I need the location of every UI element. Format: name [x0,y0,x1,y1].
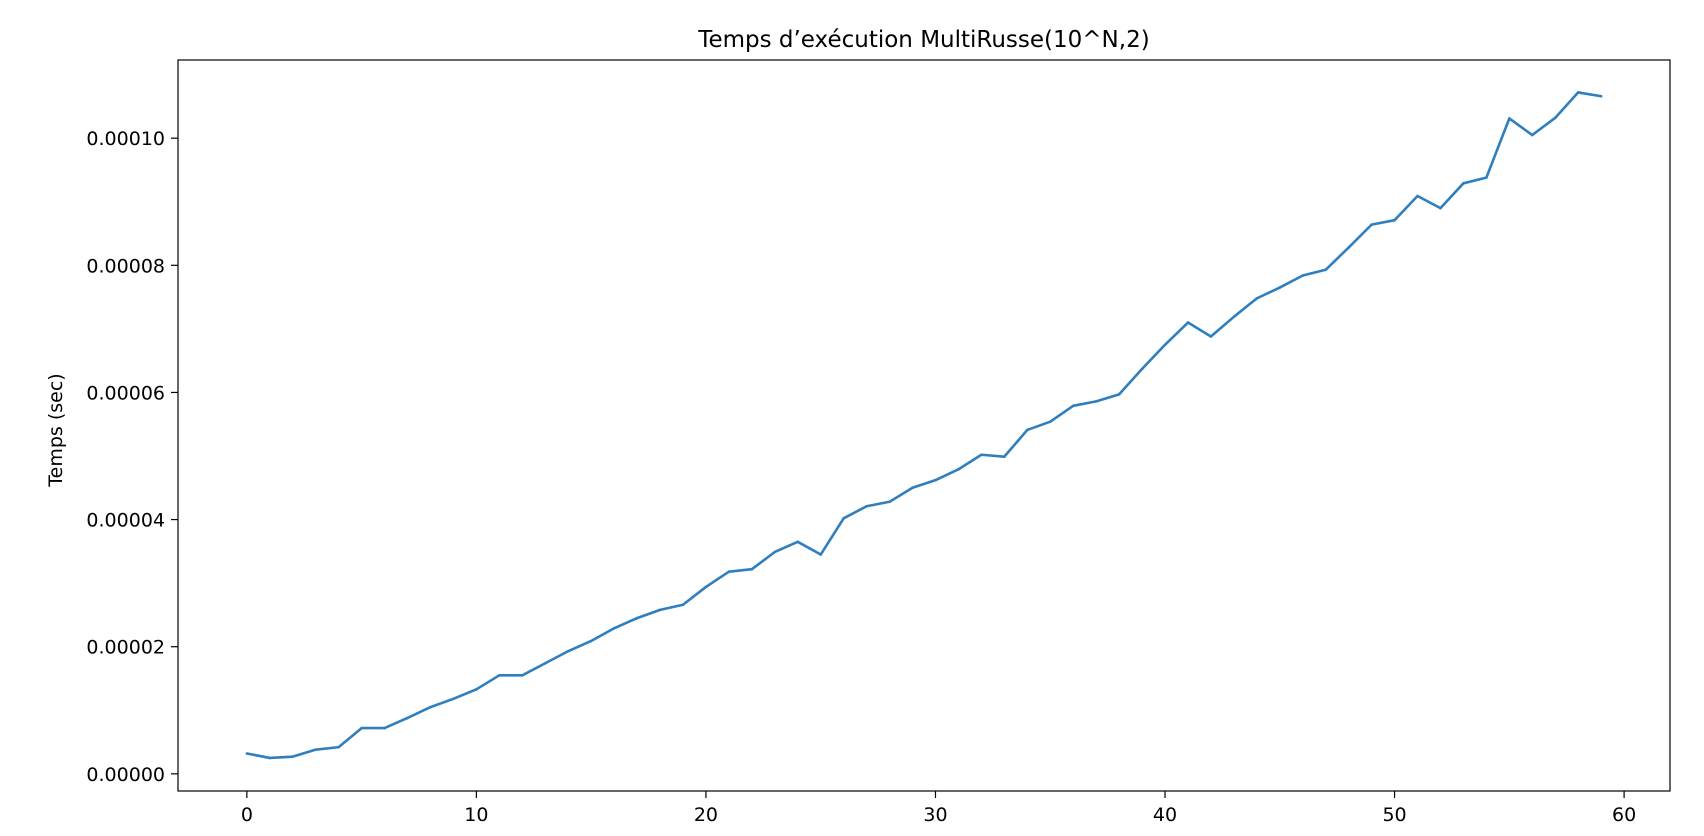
data-point [1370,223,1373,226]
data-point [1553,116,1557,120]
x-tick-label: 30 [923,804,947,826]
x-tick-label: 20 [694,804,718,826]
data-points [245,91,1603,760]
y-tick-label: 0.00006 [86,382,165,404]
data-point [1163,343,1167,347]
data-point [681,603,685,607]
data-point [1255,297,1259,300]
data-point [1025,428,1029,432]
data-point [1416,194,1419,198]
data-point [1094,400,1098,403]
data-point [1530,133,1534,137]
data-point [1393,218,1396,222]
data-point [314,748,318,751]
data-point [1117,393,1121,396]
data-point [452,697,455,701]
data-point [1485,176,1488,179]
data-point [980,453,983,457]
data-point [360,726,363,730]
x-tick-label: 40 [1153,804,1177,826]
x-tick-label: 10 [464,804,488,826]
data-point [1140,367,1144,371]
data-point [888,500,891,504]
data-point [1347,246,1350,249]
x-axis-ticks: 0 10 20 30 40 50 60 [241,791,1636,826]
data-point [245,752,249,755]
series-line [246,91,1602,760]
data-point [1599,94,1603,98]
series-layer [246,91,1602,760]
data-point [1003,455,1006,458]
data-point [1232,315,1236,319]
data-point [589,639,593,643]
data-point [957,468,960,471]
data-point [268,756,272,760]
y-axis-label: Temps (sec) [45,373,67,487]
data-point [475,688,478,691]
data-point [566,649,570,653]
data-point [1324,268,1327,272]
data-point [865,504,868,508]
data-point [543,661,547,665]
data-point [521,674,524,677]
x-tick-label: 50 [1382,804,1406,826]
data-point [1048,420,1052,423]
data-point [1439,206,1442,210]
data-point [635,616,639,620]
data-point [842,517,845,520]
data-point [612,626,616,630]
data-point [291,755,295,758]
x-tick-label: 60 [1612,804,1636,826]
data-point [1508,117,1511,120]
data-point [1462,182,1465,185]
y-tick-label: 0.00004 [86,510,165,532]
data-point [498,674,501,677]
chart-title: Temps d’exécution MultiRusse(10^N,2) [697,27,1149,53]
data-point [429,705,432,709]
data-point [1186,321,1190,324]
data-point [1576,91,1580,94]
data-point [383,726,386,730]
data-point [1209,335,1213,338]
data-point [406,716,409,720]
plot-area-frame [177,59,1671,792]
data-point [704,585,708,589]
y-tick-label: 0.00000 [86,764,165,786]
data-point [1071,404,1075,408]
data-point [819,553,823,556]
data-point [1301,274,1305,277]
x-tick-label: 0 [241,804,253,826]
data-point [337,745,340,749]
y-tick-label: 0.00010 [86,128,165,150]
data-point [658,608,662,612]
y-tick-label: 0.00008 [86,255,165,277]
data-point [1278,286,1282,289]
y-axis-ticks: 0.00000 0.00002 0.00004 0.00006 0.00008 0.000… [86,128,178,786]
data-point [934,478,937,482]
data-point [727,570,731,573]
y-tick-label: 0.00002 [86,637,165,659]
data-point [796,540,800,544]
data-point [911,486,914,490]
data-point [773,550,777,554]
data-point [750,567,754,571]
